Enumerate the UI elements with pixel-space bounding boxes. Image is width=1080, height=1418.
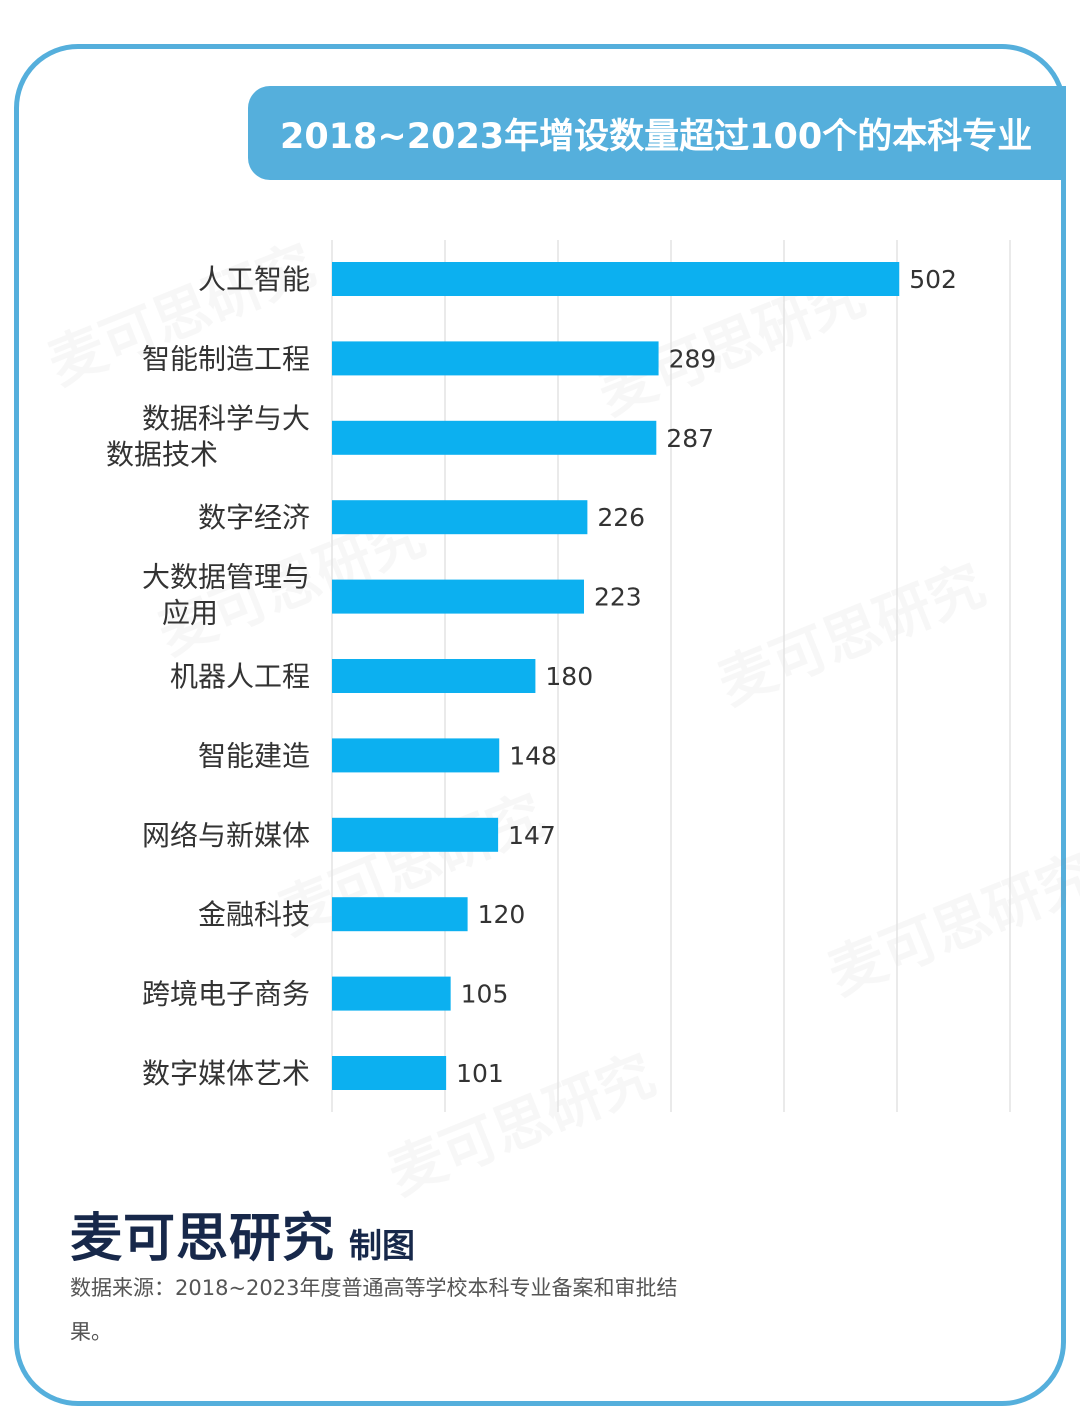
value-label: 287	[666, 424, 714, 453]
bar	[332, 659, 536, 693]
grid-lines	[331, 240, 1011, 1112]
bar	[332, 897, 468, 932]
bar	[332, 341, 659, 376]
value-label: 223	[594, 583, 642, 612]
value-label: 180	[545, 662, 593, 691]
category-label: 大数据管理与应用	[142, 561, 310, 630]
value-label: 148	[509, 741, 557, 770]
value-labels: 502 289 287 226 223 180 148 147 120 105 101	[456, 265, 957, 1088]
brand-suffix: 制图	[349, 1226, 416, 1265]
value-label: 226	[597, 503, 645, 532]
category-label: 网络与新媒体	[142, 819, 310, 852]
bar	[332, 262, 900, 296]
value-label: 502	[909, 265, 957, 294]
category-label: 数据科学与大数据技术	[106, 402, 310, 471]
brand-mark: 麦可思研究 制图	[70, 1196, 415, 1271]
chart-title: 2018~2023年增设数量超过100个的本科专业	[280, 116, 1033, 157]
category-label: 跨境电子商务	[142, 978, 310, 1011]
category-label: 人工智能	[198, 263, 310, 296]
value-label: 289	[669, 344, 717, 373]
category-label: 数字经济	[198, 501, 310, 534]
bar	[332, 817, 499, 852]
category-label: 智能制造工程	[142, 342, 310, 375]
bar	[332, 420, 657, 455]
category-label: 机器人工程	[170, 660, 310, 693]
bars	[332, 262, 900, 1090]
value-label: 105	[461, 980, 509, 1009]
category-label: 智能建造	[198, 739, 310, 772]
value-label: 147	[508, 821, 556, 850]
data-source-note: 数据来源：2018~2023年度普通高等学校本科专业备案和审批结果。	[70, 1276, 678, 1344]
title-banner: 2018~2023年增设数量超过100个的本科专业	[248, 86, 1066, 180]
bar	[332, 738, 500, 773]
bar	[332, 976, 451, 1011]
category-labels: 人工智能智能制造工程数据科学与大数据技术数字经济大数据管理与应用机器人工程智能建…	[106, 263, 310, 1090]
brand-name: 麦可思研究	[70, 1209, 336, 1269]
value-label: 101	[456, 1059, 504, 1088]
category-label: 数字媒体艺术	[142, 1057, 310, 1090]
bar	[332, 500, 588, 535]
bar	[332, 1056, 447, 1090]
value-label: 120	[478, 900, 526, 929]
category-label: 金融科技	[198, 898, 310, 931]
bar	[332, 579, 584, 614]
